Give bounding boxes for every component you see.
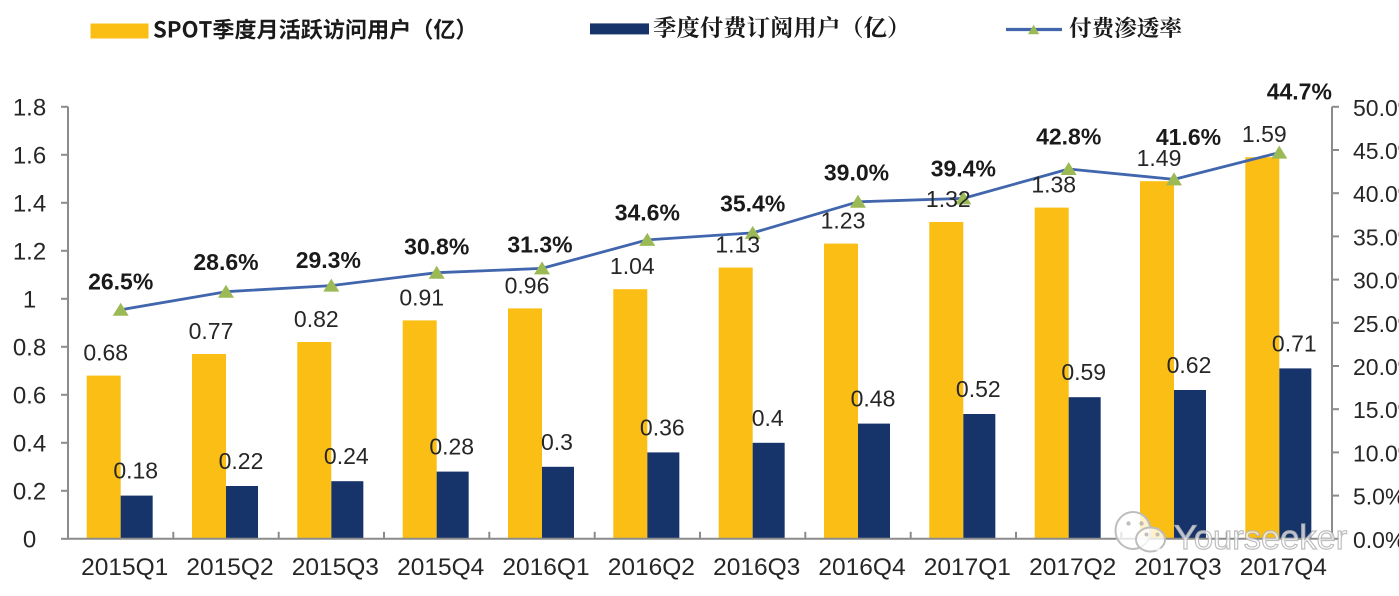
svg-text:35.4%: 35.4%	[720, 190, 785, 216]
svg-text:15.0%: 15.0%	[1353, 397, 1399, 423]
svg-text:1.49: 1.49	[1137, 145, 1182, 171]
svg-text:0.4: 0.4	[13, 430, 46, 457]
svg-text:0.48: 0.48	[851, 386, 896, 412]
svg-text:0.8: 0.8	[13, 334, 46, 361]
svg-text:0.82: 0.82	[294, 306, 339, 332]
svg-text:2016Q4: 2016Q4	[818, 554, 905, 581]
svg-text:0.3: 0.3	[541, 429, 573, 455]
svg-text:20.0%: 20.0%	[1353, 354, 1399, 380]
svg-text:5.0%: 5.0%	[1353, 484, 1399, 510]
svg-text:2017Q3: 2017Q3	[1134, 554, 1221, 581]
svg-text:2017Q1: 2017Q1	[924, 554, 1011, 581]
svg-text:34.6%: 34.6%	[615, 199, 680, 225]
svg-text:28.6%: 28.6%	[193, 249, 258, 275]
svg-text:2016Q3: 2016Q3	[713, 554, 800, 581]
svg-text:2016Q2: 2016Q2	[608, 554, 695, 581]
svg-text:1.4: 1.4	[13, 190, 46, 217]
svg-text:10.0%: 10.0%	[1353, 440, 1399, 466]
svg-text:2015Q4: 2015Q4	[397, 554, 484, 581]
svg-text:30.8%: 30.8%	[404, 234, 469, 260]
svg-text:1.04: 1.04	[610, 253, 655, 279]
svg-text:Yourseeker: Yourseeker	[1174, 519, 1347, 557]
svg-text:0.24: 0.24	[324, 443, 369, 469]
svg-text:0.36: 0.36	[640, 414, 685, 440]
svg-text:2016Q1: 2016Q1	[502, 554, 589, 581]
svg-text:0.77: 0.77	[189, 318, 234, 344]
svg-text:25.0%: 25.0%	[1353, 311, 1399, 337]
svg-text:2015Q1: 2015Q1	[81, 554, 168, 581]
svg-text:2017Q2: 2017Q2	[1029, 554, 1116, 581]
svg-text:0.59: 0.59	[1061, 359, 1106, 385]
svg-text:0.62: 0.62	[1167, 352, 1212, 378]
svg-text:2017Q4: 2017Q4	[1240, 554, 1327, 581]
svg-text:0.52: 0.52	[956, 376, 1001, 402]
svg-text:0.91: 0.91	[399, 284, 444, 310]
svg-text:0.0%: 0.0%	[1353, 527, 1399, 553]
svg-text:0.96: 0.96	[505, 272, 550, 298]
svg-text:0.68: 0.68	[83, 340, 128, 366]
svg-text:35.0%: 35.0%	[1353, 224, 1399, 250]
svg-text:40.0%: 40.0%	[1353, 181, 1399, 207]
svg-text:1.23: 1.23	[821, 208, 866, 234]
svg-text:1.13: 1.13	[715, 232, 760, 258]
svg-text:0.4: 0.4	[752, 405, 784, 431]
svg-text:1.6: 1.6	[13, 142, 46, 169]
svg-text:41.6%: 41.6%	[1156, 124, 1221, 150]
svg-text:39.4%: 39.4%	[931, 155, 996, 181]
svg-text:50.0%: 50.0%	[1353, 95, 1399, 121]
svg-text:0.6: 0.6	[13, 382, 46, 409]
svg-text:1.59: 1.59	[1242, 121, 1287, 147]
svg-text:0.2: 0.2	[13, 478, 46, 505]
svg-text:1: 1	[23, 286, 36, 313]
svg-text:2015Q2: 2015Q2	[186, 554, 273, 581]
svg-text:42.8%: 42.8%	[1036, 124, 1101, 150]
svg-text:1.38: 1.38	[1031, 172, 1076, 198]
svg-text:0: 0	[23, 526, 36, 553]
svg-text:0.71: 0.71	[1272, 330, 1317, 356]
svg-text:39.0%: 39.0%	[824, 159, 889, 185]
svg-text:26.5%: 26.5%	[88, 268, 153, 294]
svg-text:31.3%: 31.3%	[507, 231, 572, 257]
svg-text:2015Q3: 2015Q3	[292, 554, 379, 581]
svg-text:30.0%: 30.0%	[1353, 268, 1399, 294]
svg-text:44.7%: 44.7%	[1267, 79, 1332, 105]
svg-text:0.28: 0.28	[429, 434, 474, 460]
svg-text:29.3%: 29.3%	[296, 247, 361, 273]
svg-text:1.8: 1.8	[13, 94, 46, 121]
svg-text:45.0%: 45.0%	[1353, 138, 1399, 164]
svg-text:0.18: 0.18	[113, 458, 158, 484]
svg-text:1.32: 1.32	[926, 186, 971, 212]
svg-text:0.22: 0.22	[219, 448, 264, 474]
svg-text:1.2: 1.2	[13, 238, 46, 265]
